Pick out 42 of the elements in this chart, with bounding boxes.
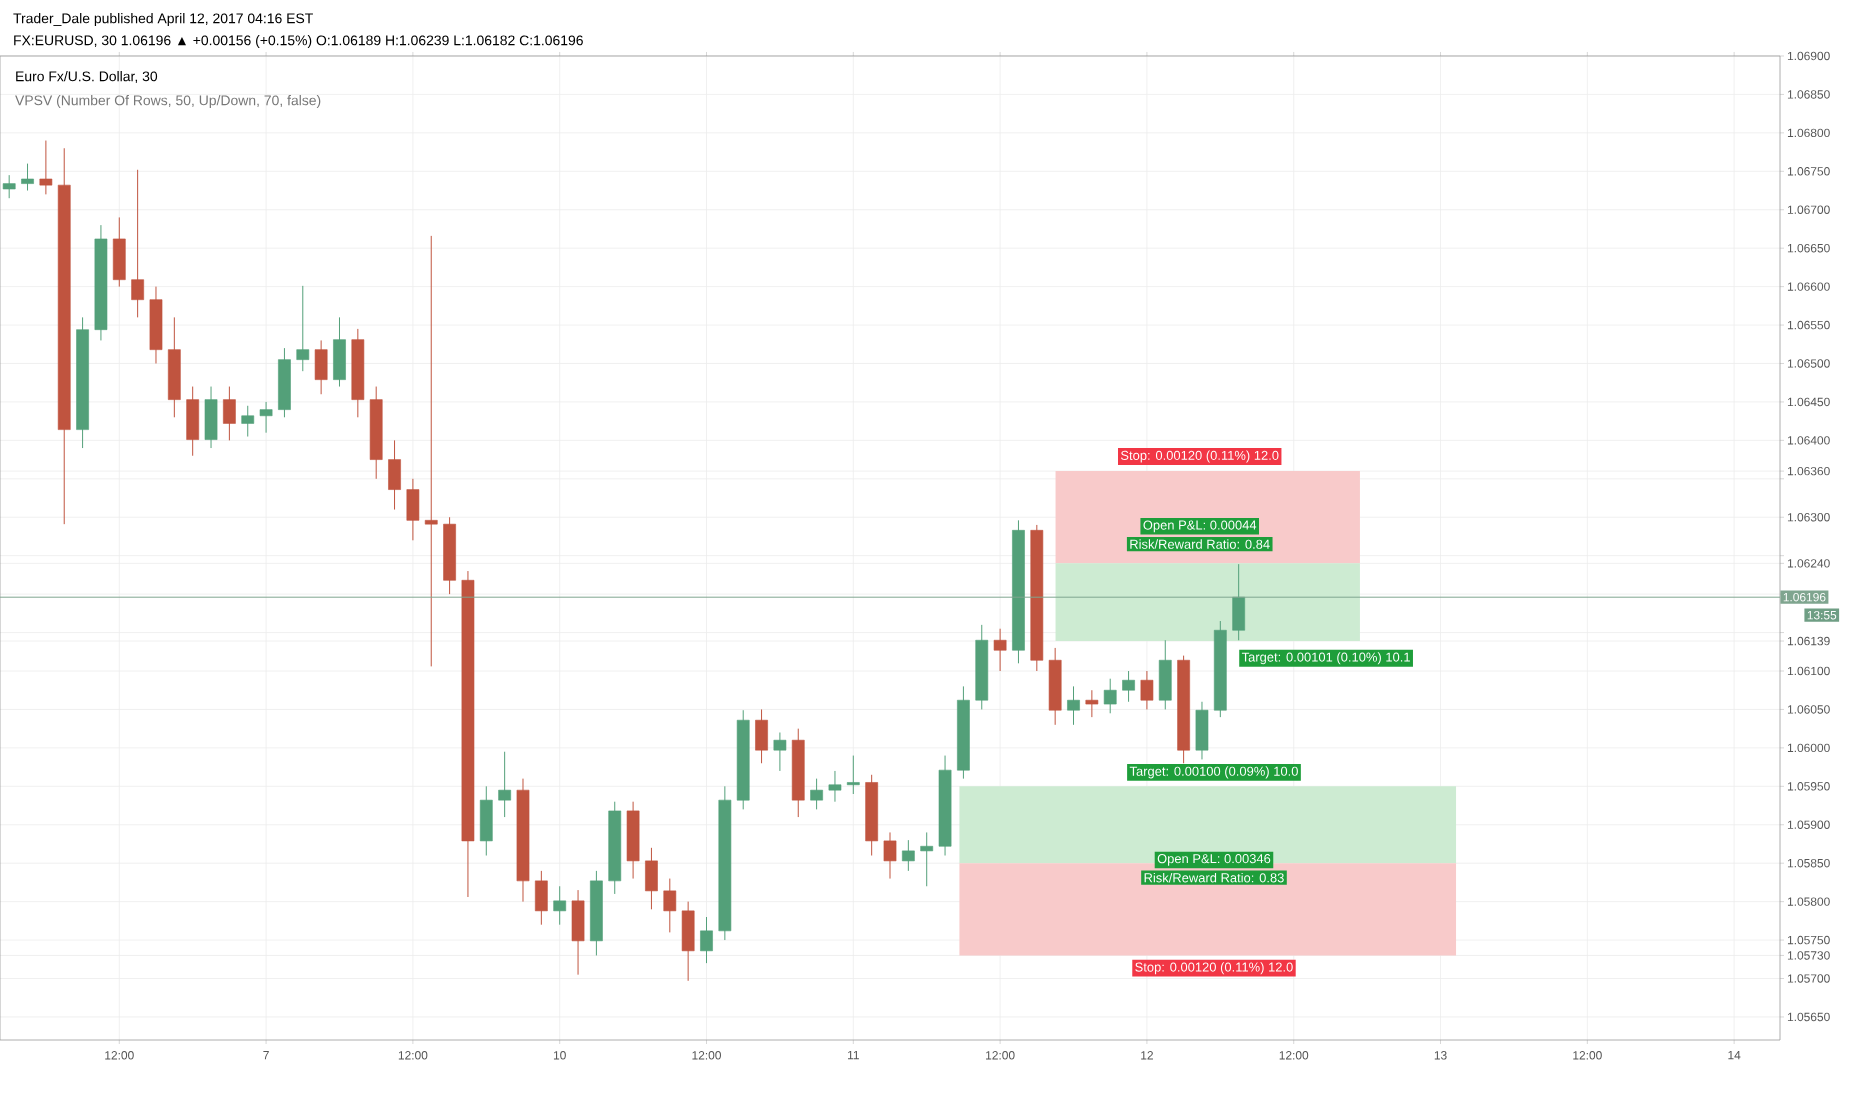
- candlestick: [406, 478, 420, 541]
- candlestick: [846, 755, 860, 795]
- candlestick: [553, 885, 567, 926]
- candlestick: [498, 751, 511, 818]
- candlestick: [259, 401, 273, 434]
- candlestick: [131, 169, 144, 318]
- candlestick: [828, 770, 842, 803]
- candlestick: [755, 708, 768, 764]
- candlestick: [1232, 563, 1246, 641]
- candlestick: [645, 847, 658, 910]
- candlestick: [479, 785, 493, 856]
- candlestick: [1140, 670, 1154, 710]
- candlestick: [333, 316, 346, 388]
- candlestick: [681, 901, 695, 982]
- candlestick: [241, 405, 255, 438]
- candlestick: [296, 285, 310, 372]
- candlestick: [112, 216, 126, 288]
- candlestick: [1103, 678, 1117, 714]
- candlestick: [810, 778, 823, 810]
- candlestick: [534, 870, 548, 926]
- candlestick: [186, 386, 200, 457]
- candlestick: [1158, 639, 1172, 710]
- candlestick: [204, 386, 218, 449]
- candlestick: [1067, 685, 1080, 726]
- candlestick: [883, 831, 897, 880]
- candlestick: [1195, 701, 1209, 760]
- candlestick: [223, 386, 236, 441]
- candlestick: [663, 878, 677, 933]
- candlestick: [700, 916, 713, 964]
- candlestick: [424, 235, 438, 667]
- candlestick: [993, 628, 1007, 672]
- candlestick: [314, 339, 328, 395]
- candlestick: [571, 889, 585, 976]
- candlestick: [21, 163, 34, 192]
- candlestick: [920, 831, 934, 887]
- candlestick: [1085, 689, 1099, 718]
- candlestick: [2, 174, 16, 199]
- candlestick: [1122, 670, 1135, 703]
- candlestick: [773, 732, 787, 772]
- candlestick: [39, 140, 53, 195]
- candlestick: [902, 839, 915, 872]
- candlestick: [388, 439, 401, 511]
